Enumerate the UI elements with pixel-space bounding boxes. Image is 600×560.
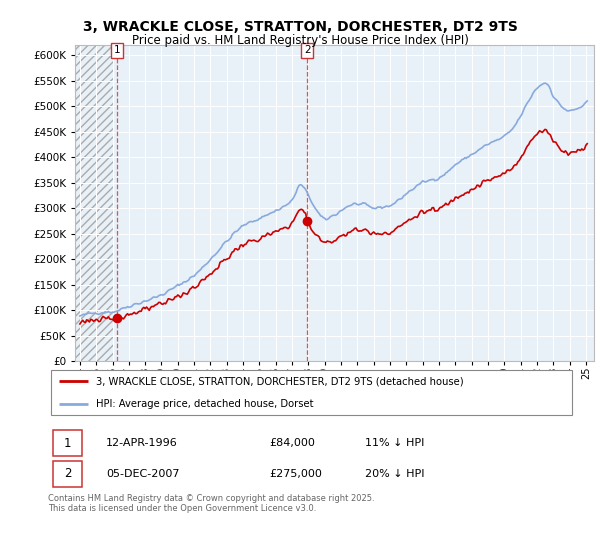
Text: £84,000: £84,000 — [270, 438, 316, 448]
Text: HPI: Average price, detached house, Dorset: HPI: Average price, detached house, Dors… — [95, 399, 313, 409]
Text: Contains HM Land Registry data © Crown copyright and database right 2025.
This d: Contains HM Land Registry data © Crown c… — [48, 494, 374, 514]
Bar — [75, 45, 113, 361]
Text: 1: 1 — [113, 45, 120, 55]
Text: 11% ↓ HPI: 11% ↓ HPI — [365, 438, 424, 448]
Text: 20% ↓ HPI: 20% ↓ HPI — [365, 469, 424, 479]
Text: 12-APR-1996: 12-APR-1996 — [106, 438, 178, 448]
Bar — [53, 461, 82, 487]
Text: £275,000: £275,000 — [270, 469, 323, 479]
Text: Price paid vs. HM Land Registry's House Price Index (HPI): Price paid vs. HM Land Registry's House … — [131, 34, 469, 46]
Text: 2: 2 — [304, 45, 311, 55]
Text: 1: 1 — [64, 437, 71, 450]
Text: 2: 2 — [64, 467, 71, 480]
Text: 3, WRACKLE CLOSE, STRATTON, DORCHESTER, DT2 9TS: 3, WRACKLE CLOSE, STRATTON, DORCHESTER, … — [83, 20, 517, 34]
Text: 3, WRACKLE CLOSE, STRATTON, DORCHESTER, DT2 9TS (detached house): 3, WRACKLE CLOSE, STRATTON, DORCHESTER, … — [95, 376, 463, 386]
Text: 05-DEC-2007: 05-DEC-2007 — [106, 469, 179, 479]
Bar — [53, 430, 82, 456]
